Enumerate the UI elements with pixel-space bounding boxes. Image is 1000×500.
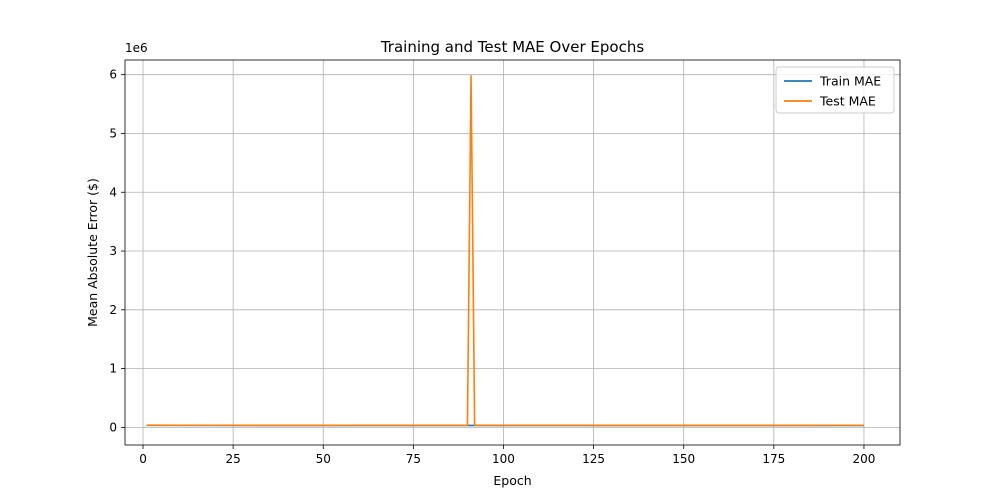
y-tick-label: 2 (109, 303, 117, 317)
y-tick-label: 1 (109, 362, 117, 376)
grid (125, 60, 900, 445)
series-line (146, 75, 864, 427)
x-tick-label: 125 (582, 452, 605, 466)
y-tick-label: 5 (109, 126, 117, 140)
x-tick-label: 100 (492, 452, 515, 466)
plot-lines (146, 75, 864, 427)
legend-label: Test MAE (819, 94, 876, 109)
x-tick-label: 0 (139, 452, 147, 466)
x-axis-title: Epoch (493, 473, 531, 488)
axis-ticks: 0 25 50 75 100 125 150 175 200 0 1 2 3 4 5 6 (109, 68, 875, 466)
x-tick-label: 175 (762, 452, 785, 466)
chart-title: Training and Test MAE Over Epochs (380, 38, 644, 56)
x-tick-label: 200 (853, 452, 876, 466)
legend: Train MAE Test MAE (775, 66, 895, 114)
x-tick-label: 50 (316, 452, 331, 466)
x-tick-label: 25 (225, 452, 240, 466)
legend-label: Train MAE (819, 74, 881, 89)
y-tick-label: 6 (109, 68, 117, 82)
y-axis-offset-label: 1e6 (125, 41, 148, 55)
x-tick-label: 150 (672, 452, 695, 466)
y-axis-title: Mean Absolute Error ($) (85, 178, 100, 327)
y-tick-label: 3 (109, 244, 117, 258)
y-tick-label: 0 (109, 420, 117, 434)
plot-frame (124, 59, 901, 446)
y-tick-label: 4 (109, 185, 117, 199)
x-tick-label: 75 (406, 452, 421, 466)
